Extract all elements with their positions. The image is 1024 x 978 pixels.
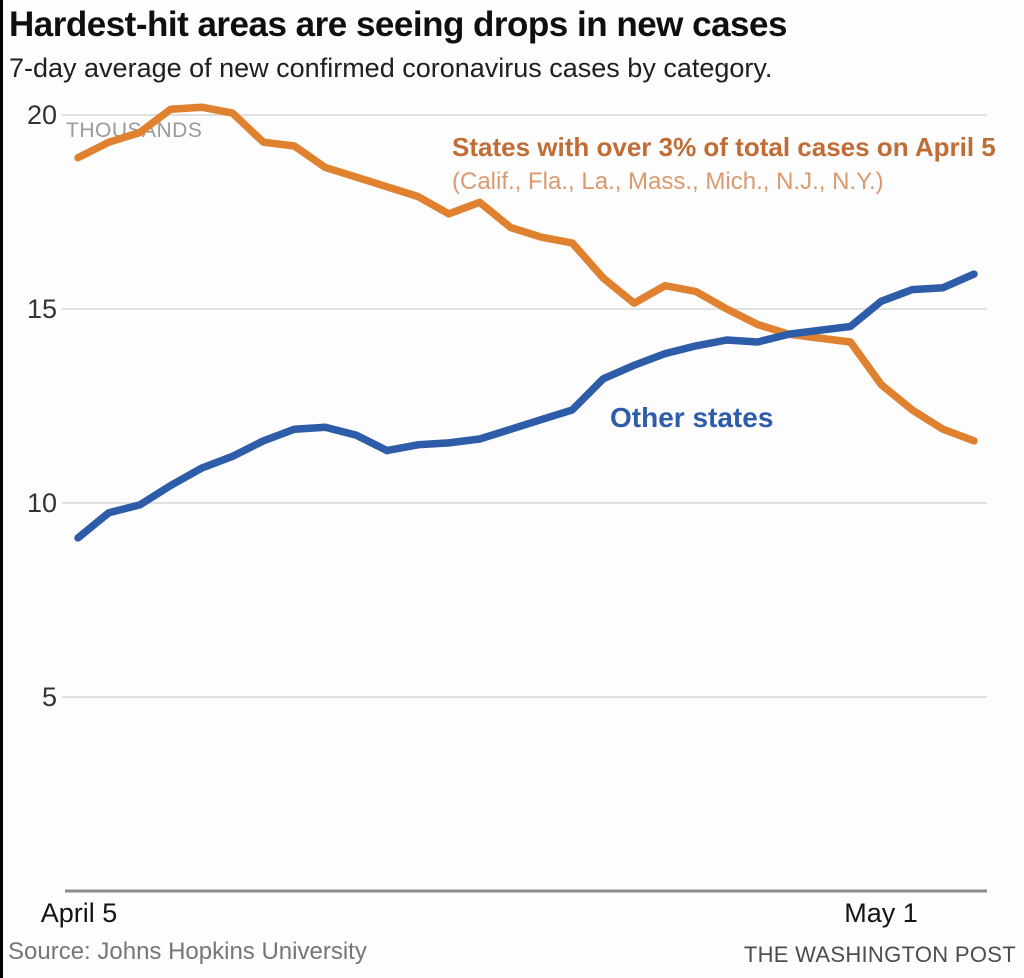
y-tick-label: 5 bbox=[41, 682, 57, 712]
other-states-line bbox=[74, 270, 978, 542]
series-label-other-states: Other states bbox=[610, 402, 774, 433]
y-tick-label: 15 bbox=[26, 294, 57, 324]
series-label-hardest-hit-states: (Calif., Fla., La., Mass., Mich., N.J., … bbox=[452, 168, 884, 195]
y-axis-unit-label: THOUSANDS bbox=[66, 119, 203, 142]
source-credit: Source: Johns Hopkins University bbox=[8, 938, 367, 965]
series-label-hardest-hit: States with over 3% of total cases on Ap… bbox=[452, 132, 996, 196]
y-tick-label: 20 bbox=[26, 100, 57, 130]
y-tick-label: 10 bbox=[26, 488, 57, 518]
chart-title: Hardest-hit areas are seeing drops in ne… bbox=[9, 5, 787, 44]
x-tick-label-april-5: April 5 bbox=[40, 898, 118, 928]
left-edge-border bbox=[0, 0, 3, 978]
publisher-credit: THE WASHINGTON POST bbox=[743, 942, 1016, 967]
x-tick-label-may-1: May 1 bbox=[844, 898, 918, 928]
chart-subtitle: 7-day average of new confirmed coronavir… bbox=[9, 53, 773, 83]
series-label-hardest-hit-title: States with over 3% of total cases on Ap… bbox=[452, 132, 996, 162]
